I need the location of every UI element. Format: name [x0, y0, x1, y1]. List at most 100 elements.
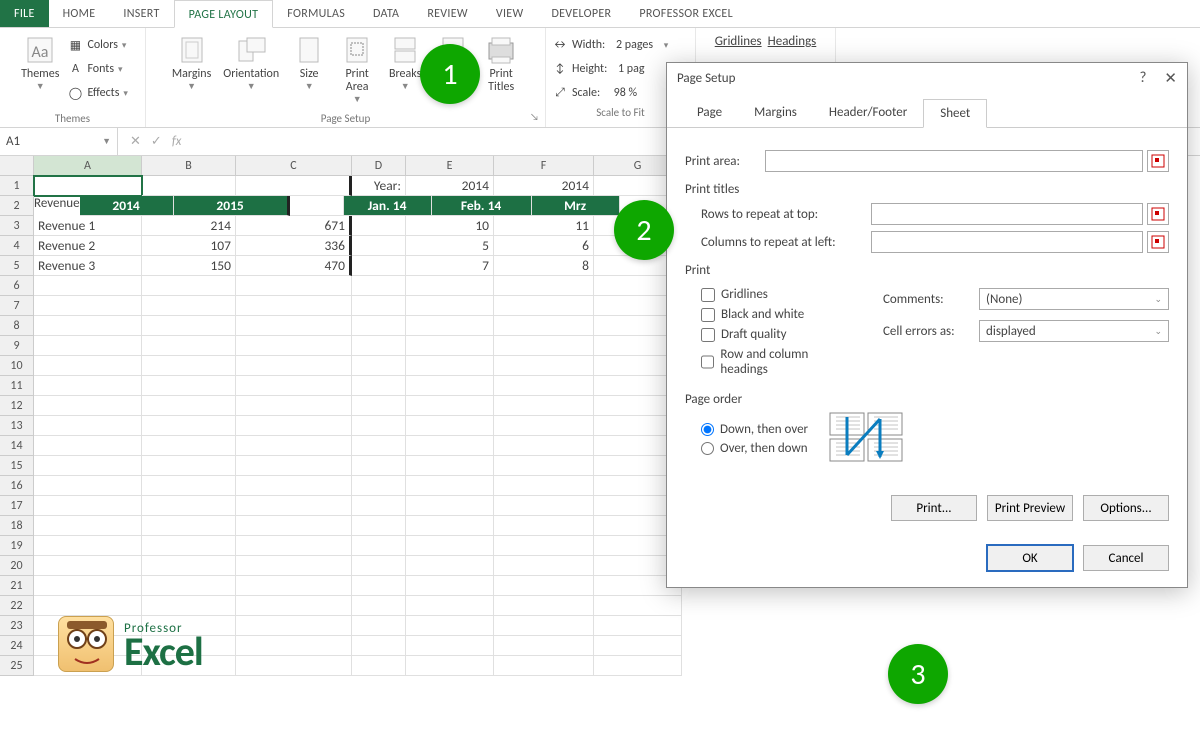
cell-G23[interactable]	[594, 616, 682, 636]
row-header-9[interactable]: 9	[0, 336, 34, 356]
name-box[interactable]: A1▼	[0, 128, 118, 155]
over-down-radio[interactable]	[701, 442, 714, 455]
cell-B9[interactable]	[142, 336, 236, 356]
cell-G25[interactable]	[594, 656, 682, 676]
draft-checkbox[interactable]	[701, 328, 715, 342]
cell-D15[interactable]	[352, 456, 406, 476]
cell-A10[interactable]	[34, 356, 142, 376]
col-header-C[interactable]: C	[236, 156, 352, 176]
cancel-icon[interactable]: ✕	[130, 134, 141, 149]
cell-B2[interactable]: 2014	[80, 196, 174, 216]
col-header-D[interactable]: D	[352, 156, 406, 176]
cell-D3[interactable]	[352, 216, 406, 236]
colors-button[interactable]: ▦Colors▾	[67, 34, 127, 56]
cell-A2[interactable]: Revenue	[34, 196, 80, 216]
cell-B20[interactable]	[142, 556, 236, 576]
cell-B19[interactable]	[142, 536, 236, 556]
cell-A21[interactable]	[34, 576, 142, 596]
cell-C13[interactable]	[236, 416, 352, 436]
effects-button[interactable]: ◯Effects▾	[67, 82, 127, 104]
cell-A16[interactable]	[34, 476, 142, 496]
cell-F7[interactable]	[494, 296, 594, 316]
orientation-button[interactable]: Orientation▼	[219, 32, 283, 94]
cell-F12[interactable]	[494, 396, 594, 416]
cell-D22[interactable]	[352, 596, 406, 616]
row-header-5[interactable]: 5	[0, 256, 34, 276]
row-header-14[interactable]: 14	[0, 436, 34, 456]
cell-D7[interactable]	[352, 296, 406, 316]
cell-E11[interactable]	[406, 376, 494, 396]
dlg-tab-sheet[interactable]: Sheet	[923, 99, 987, 128]
cell-D1[interactable]: Year:	[352, 176, 406, 196]
cell-F6[interactable]	[494, 276, 594, 296]
cell-C21[interactable]	[236, 576, 352, 596]
row-header-3[interactable]: 3	[0, 216, 34, 236]
cell-C22[interactable]	[236, 596, 352, 616]
cell-F8[interactable]	[494, 316, 594, 336]
cell-C17[interactable]	[236, 496, 352, 516]
cell-F3[interactable]: 11	[494, 216, 594, 236]
print-area-input[interactable]	[765, 150, 1143, 172]
cell-B1[interactable]	[142, 176, 236, 196]
cell-G2[interactable]: Mrz	[532, 196, 620, 216]
cell-D19[interactable]	[352, 536, 406, 556]
cell-E19[interactable]	[406, 536, 494, 556]
cell-C25[interactable]	[236, 656, 352, 676]
cell-D11[interactable]	[352, 376, 406, 396]
dlg-tab-page[interactable]: Page	[681, 99, 738, 127]
cell-A15[interactable]	[34, 456, 142, 476]
tab-file[interactable]: FILE	[0, 0, 49, 27]
cell-F14[interactable]	[494, 436, 594, 456]
cell-E6[interactable]	[406, 276, 494, 296]
row-header-1[interactable]: 1	[0, 176, 34, 196]
ok-button[interactable]: OK	[987, 545, 1073, 571]
cell-C8[interactable]	[236, 316, 352, 336]
row-header-24[interactable]: 24	[0, 636, 34, 656]
enter-icon[interactable]: ✓	[151, 134, 162, 149]
cell-F22[interactable]	[494, 596, 594, 616]
cell-B6[interactable]	[142, 276, 236, 296]
cell-D23[interactable]	[352, 616, 406, 636]
cell-D5[interactable]	[352, 256, 406, 276]
row-header-21[interactable]: 21	[0, 576, 34, 596]
cell-C11[interactable]	[236, 376, 352, 396]
tab-view[interactable]: VIEW	[482, 0, 538, 27]
cell-E16[interactable]	[406, 476, 494, 496]
cell-E20[interactable]	[406, 556, 494, 576]
cell-F10[interactable]	[494, 356, 594, 376]
cell-G24[interactable]	[594, 636, 682, 656]
cell-C18[interactable]	[236, 516, 352, 536]
cell-A4[interactable]: Revenue 2	[34, 236, 142, 256]
row-header-19[interactable]: 19	[0, 536, 34, 556]
cell-C20[interactable]	[236, 556, 352, 576]
cell-F13[interactable]	[494, 416, 594, 436]
cell-A9[interactable]	[34, 336, 142, 356]
row-header-17[interactable]: 17	[0, 496, 34, 516]
cell-C3[interactable]: 671	[236, 216, 352, 236]
cell-E22[interactable]	[406, 596, 494, 616]
cell-A7[interactable]	[34, 296, 142, 316]
cell-E4[interactable]: 5	[406, 236, 494, 256]
cell-D8[interactable]	[352, 316, 406, 336]
cell-F1[interactable]: 2014	[494, 176, 594, 196]
cell-C6[interactable]	[236, 276, 352, 296]
col-header-E[interactable]: E	[406, 156, 494, 176]
cell-A3[interactable]: Revenue 1	[34, 216, 142, 236]
cell-E25[interactable]	[406, 656, 494, 676]
row-header-18[interactable]: 18	[0, 516, 34, 536]
cell-B8[interactable]	[142, 316, 236, 336]
cell-B18[interactable]	[142, 516, 236, 536]
tab-page-layout[interactable]: PAGE LAYOUT	[174, 0, 274, 28]
cell-E17[interactable]	[406, 496, 494, 516]
row-header-8[interactable]: 8	[0, 316, 34, 336]
cell-F11[interactable]	[494, 376, 594, 396]
row-header-15[interactable]: 15	[0, 456, 34, 476]
cell-E13[interactable]	[406, 416, 494, 436]
cell-A1[interactable]	[34, 176, 142, 196]
cell-C12[interactable]	[236, 396, 352, 416]
row-header-22[interactable]: 22	[0, 596, 34, 616]
print-area-button[interactable]: Print Area▼	[335, 32, 379, 107]
col-header-A[interactable]: A	[34, 156, 142, 176]
cell-F5[interactable]: 8	[494, 256, 594, 276]
cell-E18[interactable]	[406, 516, 494, 536]
